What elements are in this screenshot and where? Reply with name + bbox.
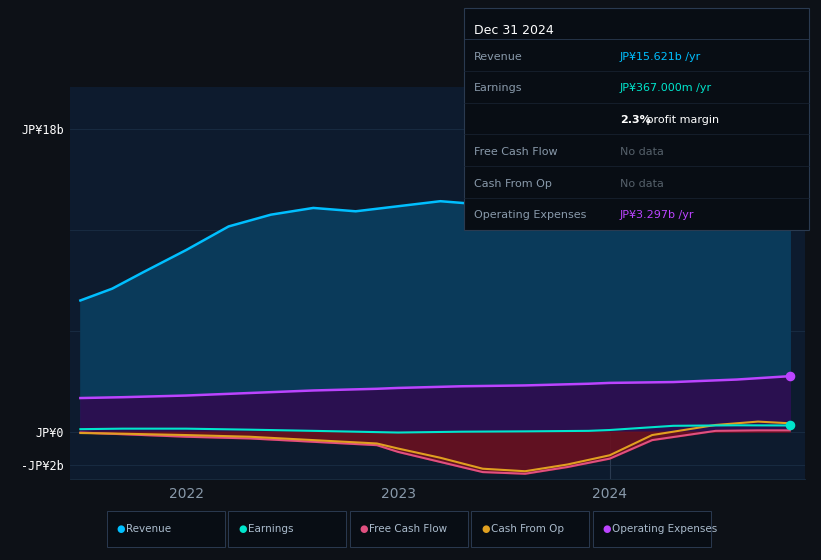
Text: JP¥15.621b /yr: JP¥15.621b /yr xyxy=(620,52,701,62)
Text: profit margin: profit margin xyxy=(643,115,719,125)
Text: ●: ● xyxy=(603,524,611,534)
Text: Earnings: Earnings xyxy=(474,83,522,94)
Text: ●: ● xyxy=(360,524,368,534)
Text: ●: ● xyxy=(117,524,125,534)
Text: ●: ● xyxy=(238,524,246,534)
Text: Cash From Op: Cash From Op xyxy=(491,524,564,534)
Point xyxy=(783,372,796,381)
Text: Free Cash Flow: Free Cash Flow xyxy=(474,147,557,157)
Text: Cash From Op: Cash From Op xyxy=(474,179,552,189)
Text: Revenue: Revenue xyxy=(126,524,172,534)
Text: ●: ● xyxy=(481,524,489,534)
Text: Free Cash Flow: Free Cash Flow xyxy=(369,524,447,534)
Text: Revenue: Revenue xyxy=(474,52,522,62)
Text: Dec 31 2024: Dec 31 2024 xyxy=(474,24,553,37)
Text: No data: No data xyxy=(620,179,663,189)
Text: Earnings: Earnings xyxy=(248,524,293,534)
Text: JP¥3.297b /yr: JP¥3.297b /yr xyxy=(620,211,695,220)
Text: 2.3%: 2.3% xyxy=(620,115,650,125)
Text: Operating Expenses: Operating Expenses xyxy=(612,524,718,534)
Text: No data: No data xyxy=(620,147,663,157)
Point xyxy=(783,165,796,174)
Point xyxy=(783,421,796,430)
Text: Operating Expenses: Operating Expenses xyxy=(474,211,586,220)
Text: JP¥367.000m /yr: JP¥367.000m /yr xyxy=(620,83,712,94)
